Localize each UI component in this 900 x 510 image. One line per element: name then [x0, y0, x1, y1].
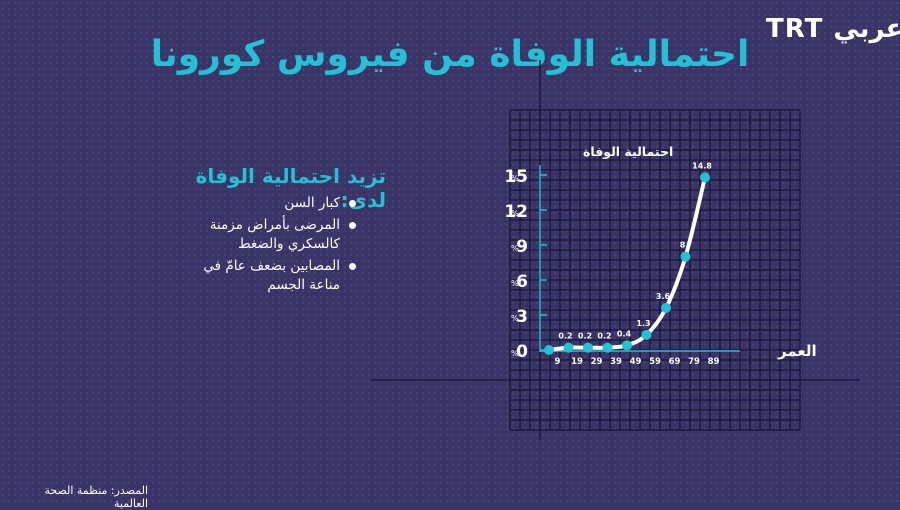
data-point [563, 342, 574, 353]
data-point [700, 172, 710, 183]
info-heading: تزيد احتمالية الوفاة لدى: [195, 164, 386, 212]
x-tick-label: 39 [610, 357, 622, 367]
x-tick-label: 79 [688, 357, 700, 367]
y-tick-unit: % [511, 244, 519, 253]
data-point [622, 340, 632, 351]
data-point [641, 329, 652, 340]
y-tick-unit: % [511, 349, 519, 358]
risk-factor-item: المصابين بضعف عامّ في مناعة الجسم [190, 257, 358, 295]
data-point [661, 303, 671, 313]
x-tick-label: 69 [669, 357, 681, 367]
page-title: احتمالية الوفاة من فيروس كورونا [150, 34, 750, 75]
data-label: 14.8 [692, 161, 712, 170]
data-label: 3.6 [656, 292, 671, 301]
y-tick-label: 12 [504, 202, 528, 222]
y-tick-unit: % [511, 279, 519, 288]
trt-arabi-logo: TRT عربي [766, 14, 900, 44]
data-point [583, 342, 593, 353]
data-label: 0.2 [558, 332, 572, 341]
x-tick-label: 29 [591, 357, 603, 367]
x-tick-label: 19 [571, 357, 583, 367]
risk-factor-item: المرضى بأمراض مزمنة كالسكري والضغط [190, 216, 358, 254]
x-tick-label: 89 [708, 357, 720, 367]
y-tick-label: 15 [504, 167, 528, 187]
y-tick-unit: % [511, 174, 519, 183]
y-tick-label: 0 [516, 342, 528, 362]
x-tick-label: 49 [630, 357, 642, 367]
y-tick-unit: % [511, 209, 519, 218]
y-tick-unit: % [511, 314, 519, 323]
x-tick-label: 59 [649, 357, 661, 367]
data-label: 1.3 [636, 319, 650, 328]
y-tick-label: 3 [516, 307, 528, 327]
y-tick-label: 6 [516, 272, 528, 292]
data-label: 0.2 [578, 332, 592, 341]
data-point [544, 345, 554, 355]
series-line [547, 175, 707, 352]
x-axis-label: العمر [777, 342, 817, 360]
data-label: 0.4 [617, 329, 632, 338]
risk-factor-item: كبار السن [190, 194, 358, 213]
y-axis-label: احتمالية الوفاة [583, 144, 673, 159]
data-label: 0.2 [597, 332, 611, 341]
x-tick-label: 9 [555, 357, 561, 367]
y-tick-label: 9 [516, 237, 528, 257]
data-point [602, 342, 613, 353]
data-label: 8 [680, 241, 686, 250]
data-point [680, 251, 691, 262]
risk-factor-list: كبار السن المرضى بأمراض مزمنة كالسكري وا… [190, 194, 358, 298]
